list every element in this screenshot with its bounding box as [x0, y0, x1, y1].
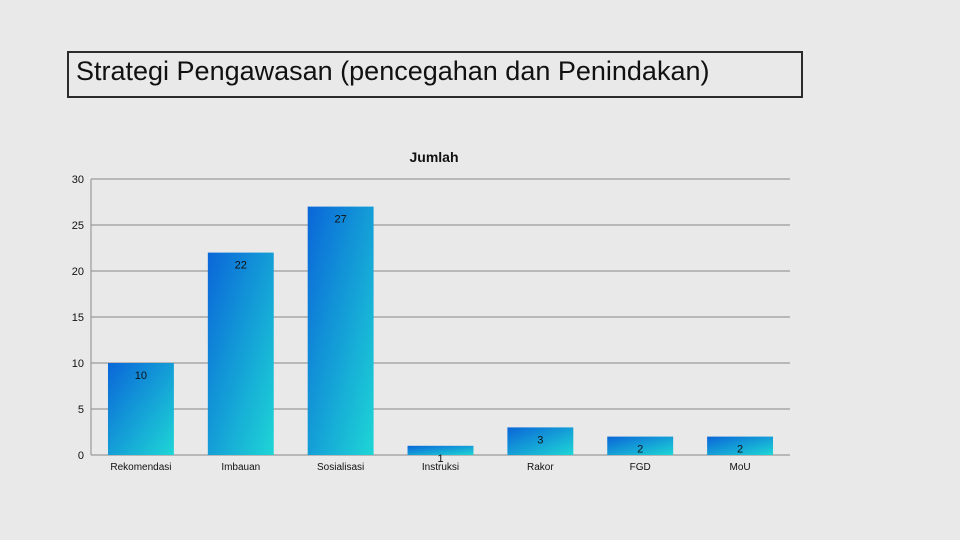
bar	[407, 445, 474, 455]
bar	[207, 252, 274, 455]
y-tick-label: 30	[72, 174, 84, 186]
chart-title: Jumlah	[409, 149, 458, 165]
data-label: 22	[235, 260, 247, 272]
y-tick-label: 20	[72, 266, 84, 278]
y-axis: 0 5 10 15 20 25 30	[72, 174, 92, 462]
y-tick-label: 0	[78, 450, 84, 462]
gridlines	[91, 178, 790, 456]
bar	[707, 436, 774, 455]
y-tick-label: 25	[72, 220, 84, 232]
bar	[607, 436, 674, 455]
data-label: 3	[537, 434, 543, 446]
x-tick-label: Instruksi	[422, 462, 459, 473]
y-tick-label: 10	[72, 358, 84, 370]
x-tick-label: Rekomendasi	[110, 462, 171, 473]
data-label: 10	[135, 370, 147, 382]
data-label: 1	[437, 453, 443, 465]
x-tick-label: Imbauan	[221, 462, 260, 473]
data-label: 2	[637, 444, 643, 456]
slide-title: Strategi Pengawasan (pencegahan dan Peni…	[76, 56, 710, 86]
y-tick-label: 15	[72, 312, 84, 324]
x-tick-label: Sosialisasi	[317, 462, 364, 473]
slide-title-frame	[67, 51, 803, 98]
bar	[307, 206, 374, 455]
bar	[107, 363, 174, 455]
data-label: 27	[335, 214, 347, 226]
x-tick-label: FGD	[630, 462, 651, 473]
data-label: 2	[737, 444, 743, 456]
y-tick-label: 5	[78, 404, 84, 416]
x-tick-label: Rakor	[527, 462, 554, 473]
x-tick-label: MoU	[730, 462, 751, 473]
x-axis: Rekomendasi Imbauan Sosialisasi Instruksi Ra…	[110, 462, 750, 473]
bars	[107, 206, 774, 455]
bar	[507, 427, 574, 455]
